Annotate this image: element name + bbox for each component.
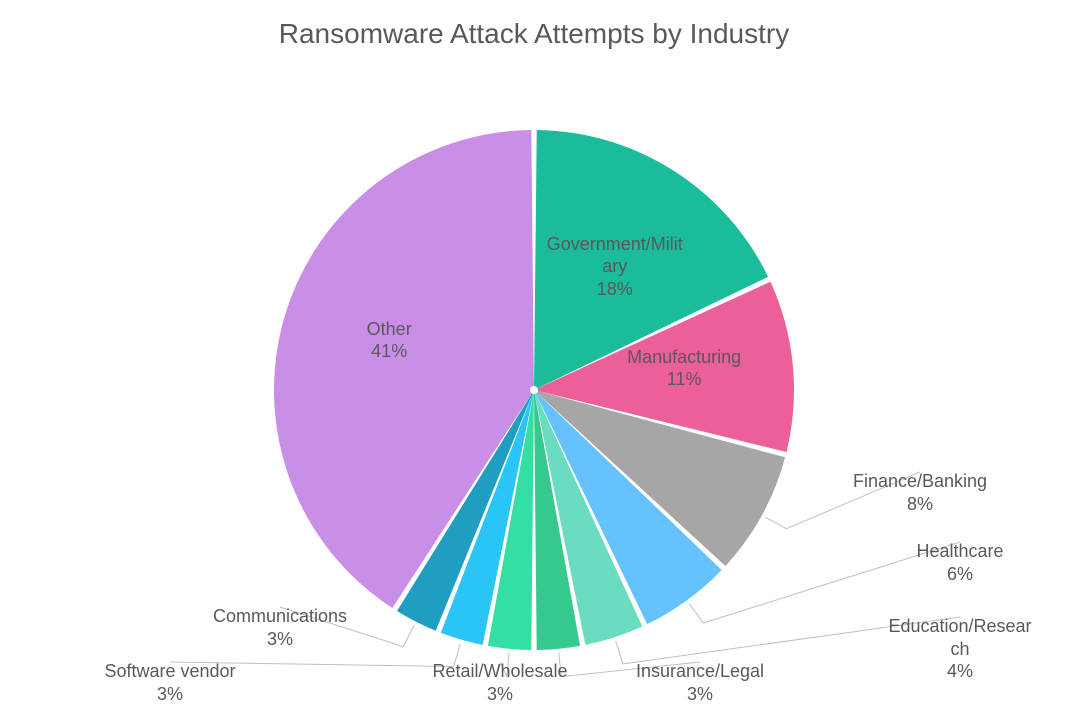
chart-title: Ransomware Attack Attempts by Industry <box>0 18 1068 50</box>
slice-label: Retail/Wholesale 3% <box>390 660 610 705</box>
slice-label: Insurance/Legal 3% <box>600 660 800 705</box>
pie-svg <box>0 0 1068 712</box>
pie-chart: Ransomware Attack Attempts by Industry G… <box>0 0 1068 712</box>
slice-label: Manufacturing 11% <box>584 346 784 391</box>
slice-label: Other 41% <box>289 318 489 363</box>
slice-label: Finance/Banking 8% <box>820 470 1020 515</box>
slice-label: Education/Resear ch 4% <box>860 615 1060 683</box>
slice-label: Healthcare 6% <box>870 540 1050 585</box>
slice-label: Government/Milit ary 18% <box>515 233 715 301</box>
slice-label: Software vendor 3% <box>60 660 280 705</box>
slice-label: Communications 3% <box>170 605 390 650</box>
